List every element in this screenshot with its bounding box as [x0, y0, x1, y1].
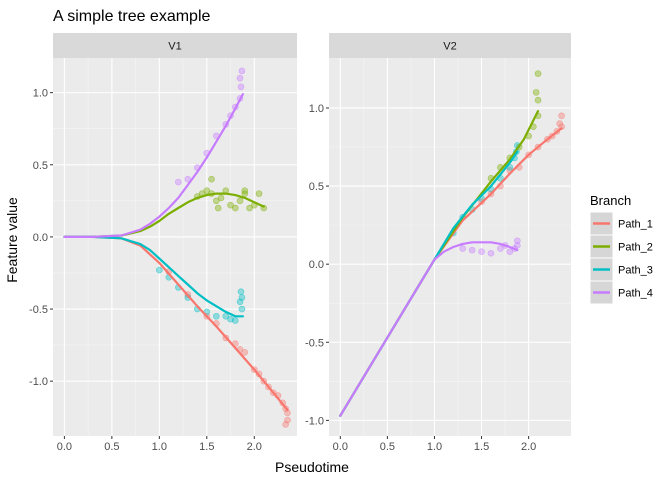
- x-tick-label: 0.0: [57, 441, 72, 453]
- data-point-path_2: [208, 175, 215, 183]
- facet-panel-v1: V1 0.0 0.5 1.0 1.5 2.0 -1.0 -0.5 0.0 0.5 1.0: [29, 33, 297, 453]
- facets-layer: V1 0.0 0.5 1.0 1.5 2.0 -1.0 -0.5 0.0 0.5 1.0 V2 0.0 0…: [29, 33, 571, 453]
- data-point-path_2: [217, 194, 225, 202]
- x-tick-label: 0.5: [104, 441, 119, 453]
- x-tick-label: 1.5: [474, 441, 489, 453]
- data-point-path_2: [231, 204, 239, 212]
- y-tick-label: -0.5: [29, 304, 48, 316]
- data-point-path_4: [478, 248, 485, 255]
- data-point-path_2: [212, 197, 220, 205]
- legend-item-path_3: Path_3: [589, 257, 653, 282]
- y-tick-label: 0.0: [309, 259, 324, 271]
- facet-strip: [329, 33, 571, 58]
- plot-background: [53, 58, 297, 436]
- legend-item-path_1: Path_1: [589, 211, 653, 236]
- data-point-path_4: [468, 246, 476, 254]
- data-point-path_1: [282, 421, 289, 428]
- data-point-path_2: [255, 190, 263, 197]
- trend-line-path_4: [63, 93, 244, 238]
- legend-item-path_2: Path_2: [589, 234, 653, 259]
- data-point-path_4: [497, 245, 504, 252]
- data-point-path_1: [241, 349, 249, 356]
- legend-label: Path_3: [618, 265, 653, 277]
- legend: Path_1 Path_2 Path_3 Path_4: [589, 211, 653, 305]
- y-tick-label: 1.0: [33, 88, 48, 100]
- data-point-path_3: [237, 288, 245, 296]
- data-point-path_2: [246, 204, 253, 212]
- data-point-path_2: [532, 89, 540, 96]
- data-point-path_4: [175, 178, 182, 186]
- x-tick-label: 2.0: [521, 441, 536, 453]
- plot-background: [329, 58, 571, 436]
- x-axis-title: Pseudotime: [275, 459, 349, 475]
- trend-line-path_3: [63, 235, 244, 318]
- data-point-path_4: [459, 245, 467, 252]
- data-point-path_4: [514, 242, 521, 249]
- y-tick-label: -1.0: [305, 415, 324, 427]
- trend-line-path_4: [339, 241, 519, 417]
- y-tick-label: -0.5: [305, 337, 324, 349]
- x-tick-label: 2.0: [247, 441, 262, 453]
- data-point-path_2: [236, 197, 244, 205]
- data-point-path_3: [231, 317, 239, 324]
- data-point-path_2: [227, 201, 234, 209]
- y-tick-label: 1.0: [309, 103, 324, 115]
- facet-panel-v2: V2 0.0 0.5 1.0 1.5 2.0 -1.0 -0.5 0.0 0.5 1.0: [305, 33, 571, 453]
- y-tick-label: 0.5: [309, 181, 324, 193]
- x-tick-label: 0.5: [380, 441, 395, 453]
- facet-strip: [53, 33, 297, 58]
- x-tick-label: 0.0: [333, 441, 348, 453]
- data-point-path_1: [556, 120, 564, 127]
- data-point-path_3: [212, 312, 220, 320]
- data-point-path_3: [238, 305, 246, 313]
- data-point-path_3: [238, 294, 246, 301]
- facet-strip-label: V2: [443, 41, 456, 53]
- data-point-path_1: [558, 112, 565, 120]
- data-point-path_4: [506, 248, 514, 255]
- data-point-path_2: [214, 204, 222, 212]
- x-tick-label: 1.0: [427, 441, 442, 453]
- data-point-path_2: [241, 187, 249, 195]
- data-point-path_4: [514, 237, 521, 245]
- legend-label: Path_1: [618, 219, 653, 231]
- x-tick-label: 1.0: [152, 441, 167, 453]
- y-tick-label: -1.0: [29, 376, 48, 388]
- legend-label: Path_4: [618, 288, 653, 300]
- data-point-path_2: [534, 96, 542, 104]
- legend-item-path_4: Path_4: [589, 280, 653, 305]
- facet-strip-label: V1: [168, 41, 181, 53]
- chart-title: A simple tree example: [53, 8, 211, 25]
- y-axis-title: Feature value: [4, 197, 20, 283]
- y-tick-label: 0.5: [33, 160, 48, 172]
- y-tick-label: 0.0: [33, 232, 48, 244]
- data-point-path_4: [236, 74, 244, 82]
- data-point-path_4: [237, 83, 245, 91]
- data-point-path_3: [156, 266, 163, 274]
- data-point-path_2: [534, 70, 542, 77]
- x-tick-label: 1.5: [199, 441, 214, 453]
- data-point-path_4: [238, 67, 246, 75]
- legend-label: Path_2: [618, 242, 653, 254]
- data-point-path_4: [487, 249, 495, 257]
- legend-title: Branch: [590, 193, 631, 208]
- data-point-path_3: [222, 312, 230, 320]
- data-point-path_2: [203, 187, 211, 195]
